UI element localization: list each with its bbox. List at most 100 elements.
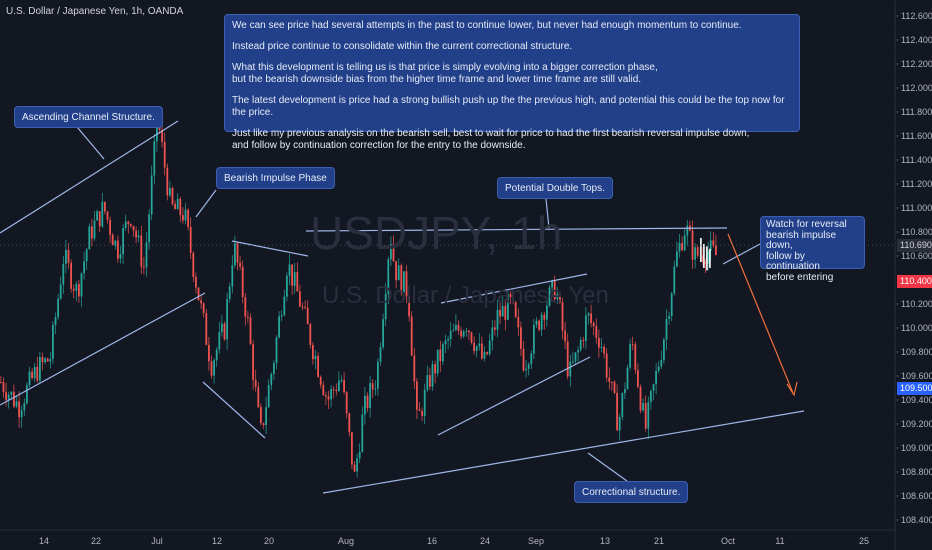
- candle-body: [265, 407, 267, 426]
- candle-body: [44, 358, 46, 363]
- ascending-channel-label[interactable]: Ascending Channel Structure.: [14, 106, 163, 128]
- candle-body: [473, 342, 475, 351]
- y-tick-label: 108.800: [901, 467, 932, 477]
- candle-body: [405, 271, 408, 297]
- candle-body: [522, 348, 525, 371]
- candle-body: [694, 247, 696, 260]
- candle-body: [504, 306, 507, 320]
- candle-body: [616, 392, 618, 431]
- candle-body: [319, 376, 322, 385]
- candle-body: [423, 389, 426, 416]
- candle-body: [540, 314, 543, 330]
- candle-body: [369, 383, 371, 409]
- candle-body: [169, 188, 171, 196]
- flag-lower-line: [437, 356, 591, 436]
- candle-body: [283, 296, 286, 316]
- candle-body: [293, 272, 296, 286]
- analysis-note[interactable]: We can see price had several attempts in…: [224, 14, 800, 151]
- candle-body: [559, 293, 561, 303]
- candle-body: [501, 306, 504, 317]
- candle-body: [322, 384, 325, 395]
- candle-body: [176, 198, 179, 210]
- candle-body: [551, 280, 553, 288]
- candle-body: [10, 391, 13, 395]
- candle-body: [309, 324, 312, 345]
- double-tops-label[interactable]: Potential Double Tops.: [497, 177, 613, 199]
- candle-body: [247, 316, 249, 318]
- y-tick-label: 111.600: [901, 131, 932, 141]
- candle-body: [179, 198, 182, 216]
- candle-body: [83, 261, 85, 274]
- candle-body: [624, 389, 626, 394]
- candle-body: [52, 324, 54, 359]
- candle-body: [470, 332, 473, 343]
- candle-body: [413, 355, 416, 382]
- candle-body: [509, 294, 512, 297]
- candle-body: [109, 219, 111, 235]
- candle-body: [431, 364, 434, 387]
- candle-body: [483, 352, 486, 359]
- candle-body: [252, 344, 254, 380]
- y-tick-label: 110.200: [901, 299, 932, 309]
- candle-body: [18, 401, 20, 418]
- watch-reversal-note[interactable]: Watch for reversal bearish impulse down,…: [760, 216, 865, 282]
- candle-body: [226, 299, 228, 340]
- candle-body: [130, 224, 132, 226]
- candle-body: [572, 361, 574, 363]
- candle-body: [85, 249, 88, 262]
- candle-body: [218, 332, 221, 350]
- candle-body: [434, 364, 436, 374]
- candle-body: [299, 291, 301, 307]
- candle-body: [343, 379, 345, 393]
- y-tick-label: 111.400: [901, 155, 932, 165]
- projection-arrow-head: [786, 381, 798, 397]
- candle-body: [338, 380, 340, 391]
- candle-body: [132, 225, 135, 231]
- candle-body: [28, 371, 31, 386]
- bearish-impulse-label[interactable]: Bearish Impulse Phase: [216, 167, 335, 189]
- candle-body: [345, 392, 348, 414]
- impulse-lower-line: [202, 381, 266, 439]
- candle-body: [455, 324, 457, 331]
- projection-arrow-line: [727, 233, 794, 394]
- candle-body: [65, 249, 67, 264]
- candle-body: [127, 221, 130, 225]
- blue-price-tag: 109.500: [897, 382, 932, 395]
- candle-body: [626, 367, 629, 390]
- candle-body: [681, 242, 683, 251]
- candle-body: [436, 349, 439, 374]
- candle-body: [148, 214, 150, 243]
- candle-body: [527, 364, 530, 369]
- candle-body: [332, 389, 335, 391]
- candle-body: [629, 344, 631, 368]
- candle-body: [312, 344, 314, 360]
- candle-body: [13, 391, 15, 407]
- latest-candle: [709, 248, 711, 268]
- candle-body: [304, 306, 306, 308]
- candle-body: [26, 385, 28, 404]
- y-tick-label: 108.400: [901, 515, 932, 525]
- correctional-structure-label[interactable]: Correctional structure.: [574, 481, 689, 503]
- y-tick-label: 110.800: [901, 227, 932, 237]
- candle-body: [104, 201, 106, 212]
- candle-body: [98, 211, 101, 227]
- watermark-ticker: USDJPY, 1h: [310, 207, 563, 259]
- candle-body: [468, 330, 470, 333]
- y-tick-label: 111.200: [901, 179, 932, 189]
- candle-body: [67, 249, 70, 263]
- candle-body: [543, 314, 546, 320]
- candle-body: [137, 235, 140, 238]
- candle-body: [465, 330, 468, 332]
- candle-body: [296, 272, 299, 292]
- x-tick-label: 11: [775, 536, 784, 546]
- candle-body: [356, 458, 358, 472]
- x-tick-label: 25: [859, 536, 869, 546]
- candle-body: [574, 352, 577, 362]
- candle-body: [673, 266, 676, 294]
- candle-body: [704, 261, 707, 264]
- candle-body: [364, 395, 366, 415]
- candle-body: [231, 265, 234, 287]
- y-tick-label: 112.000: [901, 83, 932, 93]
- flag-upper-line: [440, 273, 588, 304]
